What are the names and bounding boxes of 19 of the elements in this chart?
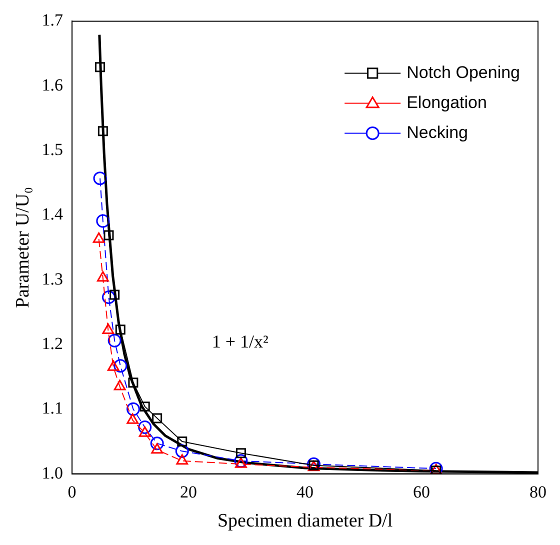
- y-tick-label: 1.4: [42, 204, 64, 224]
- annotation: 1 + 1/x²: [212, 331, 268, 352]
- x-tick-label: 80: [530, 482, 546, 502]
- legend-label: Elongation: [406, 92, 487, 112]
- y-tick-label: 1.2: [42, 334, 64, 353]
- y-tick-label: 1.6: [42, 75, 64, 94]
- y-tick-label: 1.3: [42, 269, 64, 288]
- y-axis-title: Parameter U/U₀: [12, 186, 34, 308]
- x-tick-label: 60: [413, 482, 430, 502]
- x-tick-label: 40: [296, 482, 314, 502]
- y-tick-label: 1.0: [42, 463, 64, 482]
- x-tick-label: 0: [68, 482, 76, 502]
- y-tick-label: 1.5: [42, 140, 64, 159]
- x-axis-title: Specimen diameter D/l: [217, 510, 393, 532]
- y-tick-label: 1.7: [42, 10, 64, 30]
- x-tick-label: 20: [180, 482, 198, 502]
- y-tick-label: 1.1: [42, 398, 64, 418]
- legend-label: Necking: [406, 122, 468, 142]
- legend-label: Notch Opening: [406, 62, 520, 82]
